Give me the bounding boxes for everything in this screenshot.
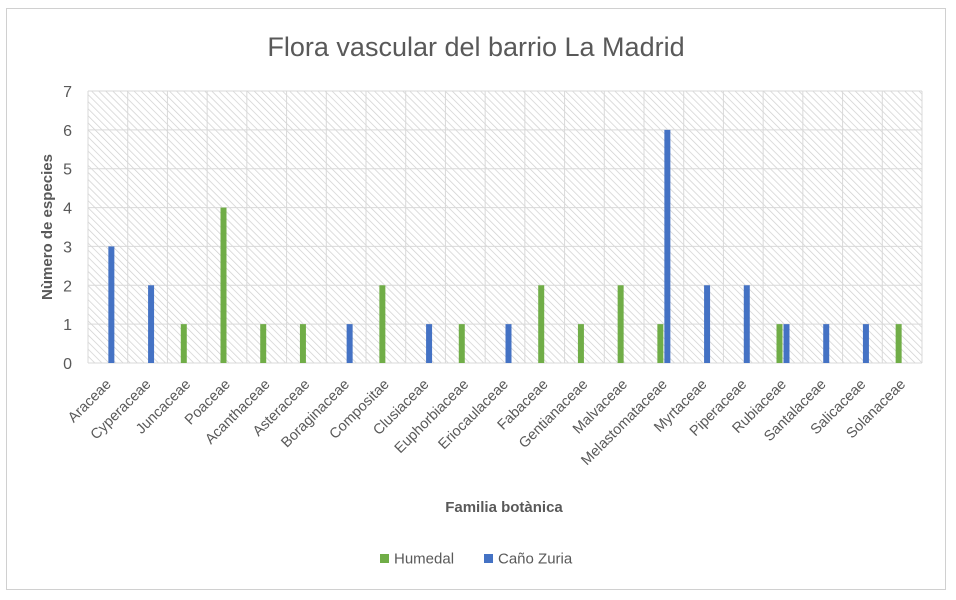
bar-ca-o-zuria-araceae bbox=[108, 246, 115, 363]
bar-ca-o-zuria-myrtaceae bbox=[704, 285, 711, 363]
plot-area bbox=[88, 91, 922, 363]
bar-ca-o-zuria-rubiaceae bbox=[783, 324, 790, 363]
bar-ca-o-zuria-santalaceae bbox=[823, 324, 830, 363]
legend-item: Caño Zuria bbox=[484, 551, 573, 568]
bar-humedal-compositae bbox=[379, 285, 386, 363]
y-tick-label: 4 bbox=[63, 201, 72, 218]
x-tick-label: Eriocaulaceae bbox=[436, 377, 512, 453]
bar-humedal-rubiaceae bbox=[776, 324, 783, 363]
bar-humedal-juncaceae bbox=[180, 324, 187, 363]
y-axis-ticks: 0 1 2 3 4 5 6 7 bbox=[63, 84, 72, 373]
y-tick-label: 3 bbox=[63, 239, 72, 256]
bar-humedal-solanaceae bbox=[895, 324, 902, 363]
x-tick-label: Gentianaceae bbox=[516, 377, 591, 452]
bar-ca-o-zuria-eriocaulaceae bbox=[505, 324, 512, 363]
bar-ca-o-zuria-salicaceae bbox=[862, 324, 869, 363]
legend: Humedal Caño Zuria bbox=[380, 551, 573, 568]
y-tick-label: 7 bbox=[63, 84, 72, 101]
bar-ca-o-zuria-piperaceae bbox=[743, 285, 750, 363]
gridlines bbox=[87, 90, 923, 364]
legend-item: Humedal bbox=[380, 551, 454, 568]
legend-swatch bbox=[484, 554, 493, 563]
legend-swatch bbox=[380, 554, 389, 563]
bar-humedal-poaceae bbox=[220, 207, 227, 363]
chart-frame bbox=[6, 8, 946, 590]
bar-humedal-melastomataceae bbox=[657, 324, 664, 363]
y-tick-label: 5 bbox=[63, 162, 72, 179]
bar-humedal-acanthaceae bbox=[260, 324, 267, 363]
bar-humedal-fabaceae bbox=[538, 285, 545, 363]
bar-ca-o-zuria-boraginaceae bbox=[346, 324, 353, 363]
bar-humedal-gentianaceae bbox=[577, 324, 584, 363]
legend-label: Caño Zuria bbox=[498, 551, 573, 568]
x-axis-ticks: AraceaeCyperaceaeJuncaceaePoaceaeAcantha… bbox=[65, 377, 909, 469]
x-axis-label: Familia botànica bbox=[445, 499, 563, 516]
bar-humedal-asteraceae bbox=[299, 324, 306, 363]
chart-title: Flora vascular del barrio La Madrid bbox=[267, 32, 684, 62]
y-tick-label: 6 bbox=[63, 123, 72, 140]
bar-humedal-malvaceae bbox=[617, 285, 624, 363]
bars bbox=[108, 129, 902, 363]
y-tick-label: 1 bbox=[63, 317, 72, 334]
bar-humedal-euphorbiaceae bbox=[458, 324, 465, 363]
bar-ca-o-zuria-cyperaceae bbox=[148, 285, 155, 363]
legend-label: Humedal bbox=[394, 551, 454, 568]
y-tick-label: 2 bbox=[63, 278, 72, 295]
bar-ca-o-zuria-melastomataceae bbox=[664, 129, 671, 363]
y-tick-label: 0 bbox=[63, 356, 72, 373]
bar-ca-o-zuria-clusiaceae bbox=[426, 324, 433, 363]
y-axis-label: Nùmero de especies bbox=[39, 154, 56, 300]
